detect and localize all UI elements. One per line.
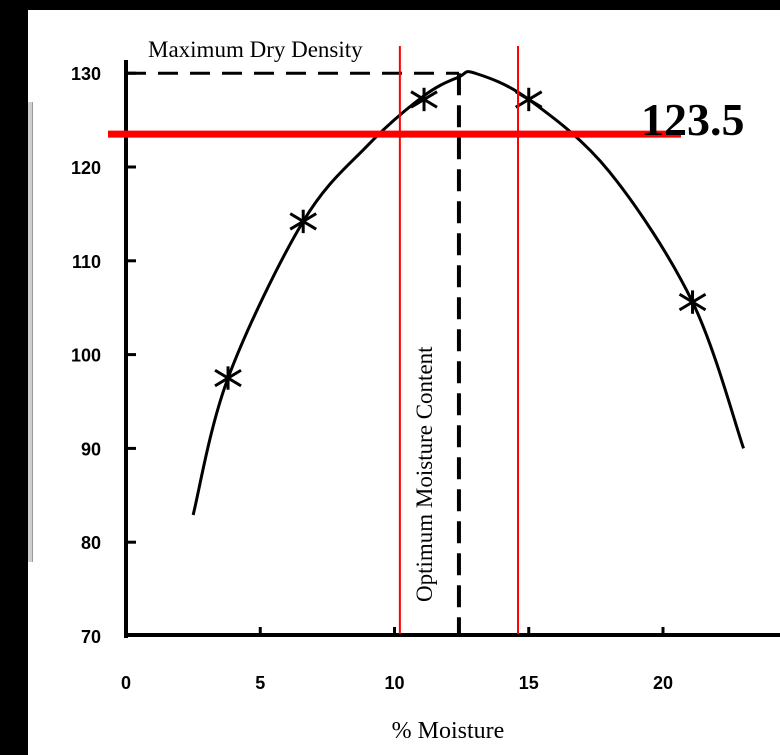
- y-tick-label: 120: [71, 158, 101, 178]
- y-tick-label: 110: [72, 252, 101, 272]
- data-point-marker: [514, 87, 543, 112]
- y-tick-label: 100: [71, 346, 101, 366]
- x-tick-label: 15: [519, 673, 539, 693]
- annotation-layer: [108, 46, 681, 634]
- x-tick-label: 20: [653, 673, 673, 693]
- y-tick-label: 70: [81, 627, 101, 647]
- optimum-moisture-label: Optimum Moisture Content: [412, 346, 437, 602]
- x-tick-label: 0: [121, 673, 131, 693]
- x-tick-label: 10: [384, 673, 404, 693]
- panel-edge: [28, 102, 33, 562]
- data-point-marker: [289, 209, 317, 234]
- label-layer: 0 5 10 15 20 70 80 90 100 110 120 130 % Moisture Maxi…: [71, 37, 745, 744]
- axes: [124, 60, 780, 638]
- marker-layer: [214, 87, 707, 390]
- data-point-marker: [214, 366, 242, 390]
- data-point-marker: [410, 87, 438, 112]
- x-axis-label: % Moisture: [392, 718, 505, 744]
- y-tick-label: 130: [71, 64, 101, 84]
- y-tick-label: 80: [81, 533, 101, 553]
- horizontal-line-value-label: 123.5: [641, 94, 745, 145]
- data-point-marker: [678, 290, 707, 314]
- y-tick-label: 90: [81, 439, 101, 459]
- max-dry-density-label: Maximum Dry Density: [148, 37, 363, 62]
- x-tick-label: 5: [255, 673, 265, 693]
